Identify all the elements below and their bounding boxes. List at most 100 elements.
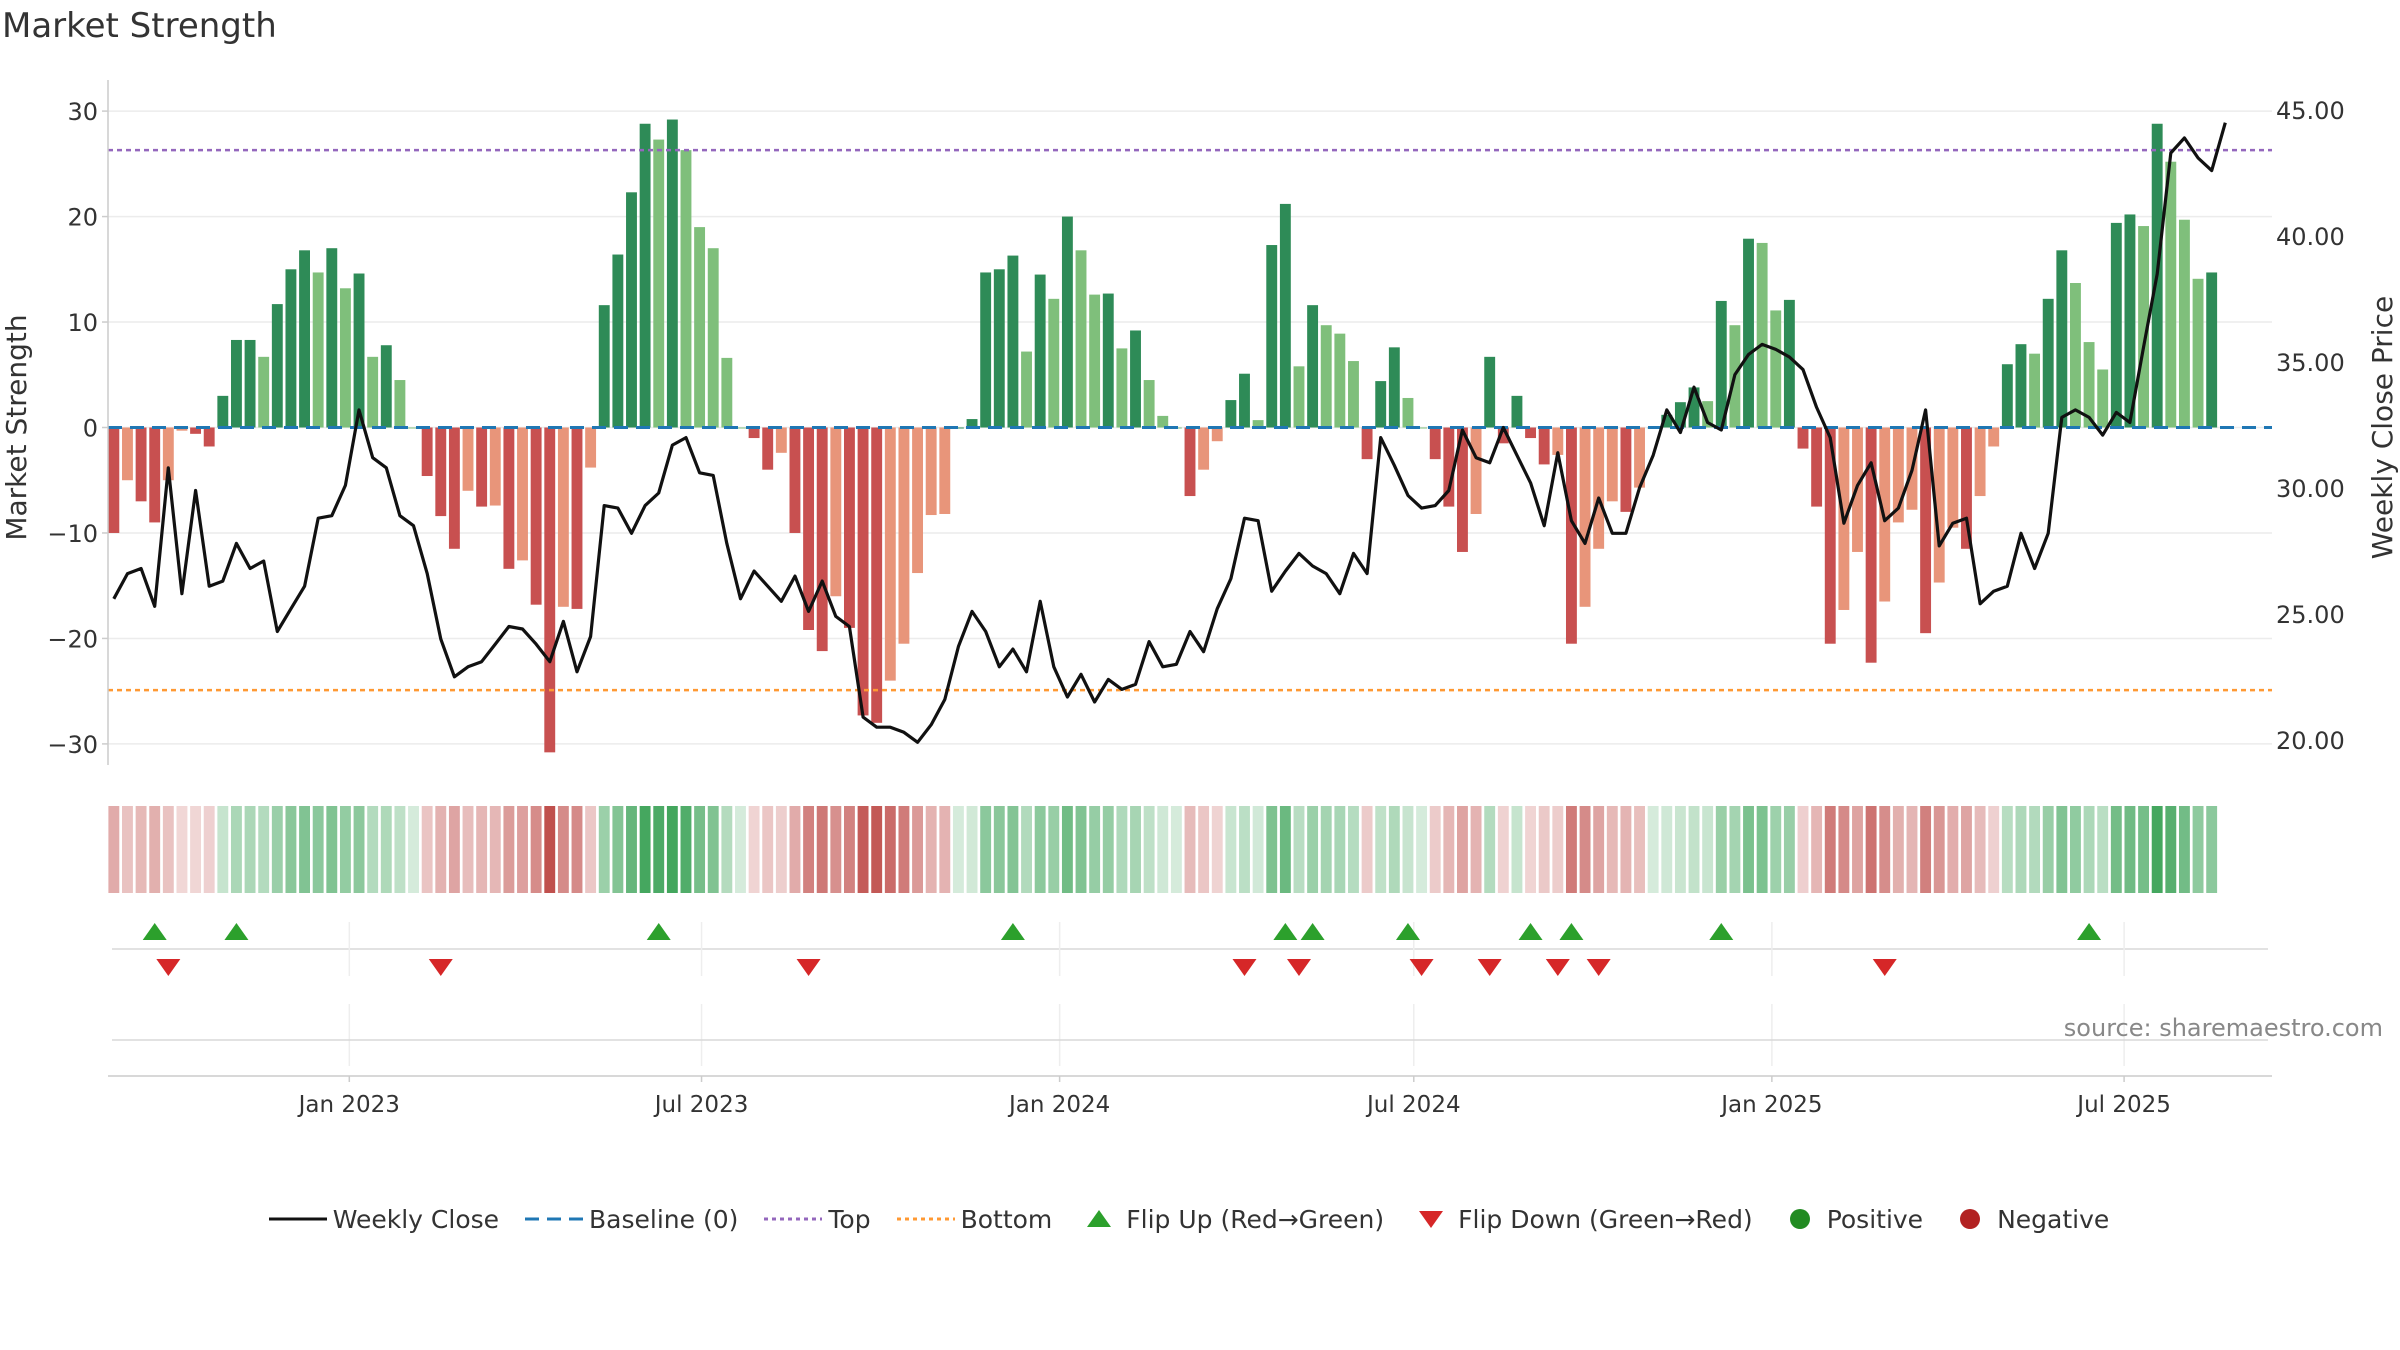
heat-cell — [162, 806, 174, 893]
x-tick-label: Jan 2023 — [297, 1092, 400, 1118]
strength-bar — [2056, 250, 2068, 428]
heat-cell — [1239, 806, 1250, 893]
heat-cell — [2192, 806, 2204, 893]
strength-bar — [571, 427, 583, 609]
legend-item-flip-down: Flip Down (Green→Red) — [1408, 1204, 1753, 1234]
strength-bar — [1021, 351, 1032, 428]
heat-cell — [2178, 806, 2190, 893]
strength-bar — [980, 272, 992, 428]
heat-cell — [421, 806, 433, 893]
heat-cell — [952, 806, 964, 893]
strength-bar — [1266, 245, 1278, 428]
strength-bar — [2042, 298, 2054, 428]
strength-bar — [517, 427, 528, 561]
strength-bar — [1579, 427, 1591, 607]
strength-bar — [803, 427, 815, 630]
heat-cell — [993, 806, 1005, 893]
x-tick-label: Jul 2023 — [653, 1092, 749, 1118]
heat-cell — [339, 806, 351, 893]
date-axis: Jan 2023 Jul 2023 Jan 2024 Jul 2024 Jan 2025… — [108, 1039, 2272, 1118]
legend: Weekly Close Baseline (0) Top Bottom Fli… — [0, 1204, 2400, 1234]
heat-cell — [2206, 806, 2218, 893]
strength-bar — [2138, 226, 2150, 428]
legend-label: Weekly Close — [332, 1204, 500, 1234]
heat-cell — [857, 806, 869, 893]
heat-cell — [271, 806, 283, 893]
strength-bar — [149, 427, 161, 523]
strength-bar — [2110, 222, 2122, 428]
strength-bar — [871, 427, 883, 723]
heat-cell — [639, 806, 651, 893]
heat-cell — [1198, 806, 1210, 893]
heat-cell — [2138, 806, 2150, 893]
heat-cell — [966, 806, 978, 893]
heat-cell — [2001, 806, 2013, 893]
strength-bar — [530, 427, 542, 605]
strength-bar — [1797, 427, 1809, 449]
baseline-dash-icon — [525, 1217, 584, 1221]
strength-bar — [1007, 255, 1019, 428]
strength-bar — [1661, 414, 1673, 428]
heat-cell — [666, 806, 678, 893]
heat-cell — [1293, 806, 1305, 893]
strength-bar — [830, 427, 842, 597]
strength-bar — [993, 269, 1005, 428]
heat-cell — [2110, 806, 2122, 893]
heat-cell — [762, 806, 774, 893]
heat-cell — [1320, 806, 1332, 893]
flip-up-marker — [1709, 923, 1734, 940]
green-dot-icon — [1789, 1209, 1810, 1229]
strength-bar — [421, 427, 433, 477]
heat-cell — [1457, 806, 1468, 893]
strength-bar — [912, 427, 923, 574]
strength-bar — [408, 427, 419, 429]
heat-cell — [2042, 806, 2054, 893]
heat-cell — [585, 806, 597, 893]
strength-bar — [1184, 427, 1196, 497]
heat-cell — [1865, 806, 1877, 893]
strength-bar — [952, 427, 964, 429]
heat-cell — [326, 806, 338, 893]
heat-cell — [1443, 806, 1455, 893]
left-tick-label: −20 — [47, 625, 98, 653]
heat-cell — [1497, 806, 1509, 893]
strength-bar — [1075, 250, 1087, 428]
strength-bar — [2001, 364, 2013, 428]
heat-cell — [653, 806, 665, 893]
heat-cell — [2029, 806, 2041, 893]
reference-lines — [108, 148, 2272, 692]
strength-bar — [1974, 427, 1986, 497]
strength-bar — [285, 269, 297, 428]
strength-bar — [694, 227, 706, 428]
strength-bar — [1102, 293, 1114, 428]
legend-item-weekly-close: Weekly Close — [267, 1204, 499, 1234]
heat-cell — [1402, 806, 1414, 893]
x-tick-label: Jul 2025 — [2075, 1092, 2171, 1118]
heat-cell — [2070, 806, 2081, 893]
heat-cell — [285, 806, 297, 893]
heat-cell — [1007, 806, 1019, 893]
strength-bar — [639, 123, 651, 428]
heat-cell — [1334, 806, 1346, 893]
source-note: source: sharemaestro.com — [2063, 1014, 2383, 1042]
legend-label: Baseline (0) — [589, 1204, 739, 1234]
right-tick-label: 20.00 — [2276, 727, 2345, 755]
triangle-up-icon — [1087, 1210, 1112, 1227]
x-tick-label: Jul 2024 — [1365, 1092, 1461, 1118]
heat-cell — [1525, 806, 1537, 893]
strength-bar — [2206, 272, 2218, 428]
left-tick-label: −10 — [47, 520, 98, 548]
heat-cell — [1429, 806, 1441, 893]
heat-cell — [1756, 806, 1768, 893]
right-tick-label: 45.00 — [2276, 97, 2345, 125]
flip-up-marker — [142, 923, 167, 940]
strength-bar — [612, 254, 624, 428]
strength-bar — [653, 139, 665, 428]
legend-item-bottom: Bottom — [895, 1204, 1052, 1234]
flip-down-marker — [428, 959, 453, 976]
strength-bar — [258, 356, 270, 428]
left-tick-label: 20 — [67, 204, 98, 232]
heat-cell — [843, 806, 855, 893]
heat-cell — [1034, 806, 1046, 893]
heat-cell — [2097, 806, 2109, 893]
